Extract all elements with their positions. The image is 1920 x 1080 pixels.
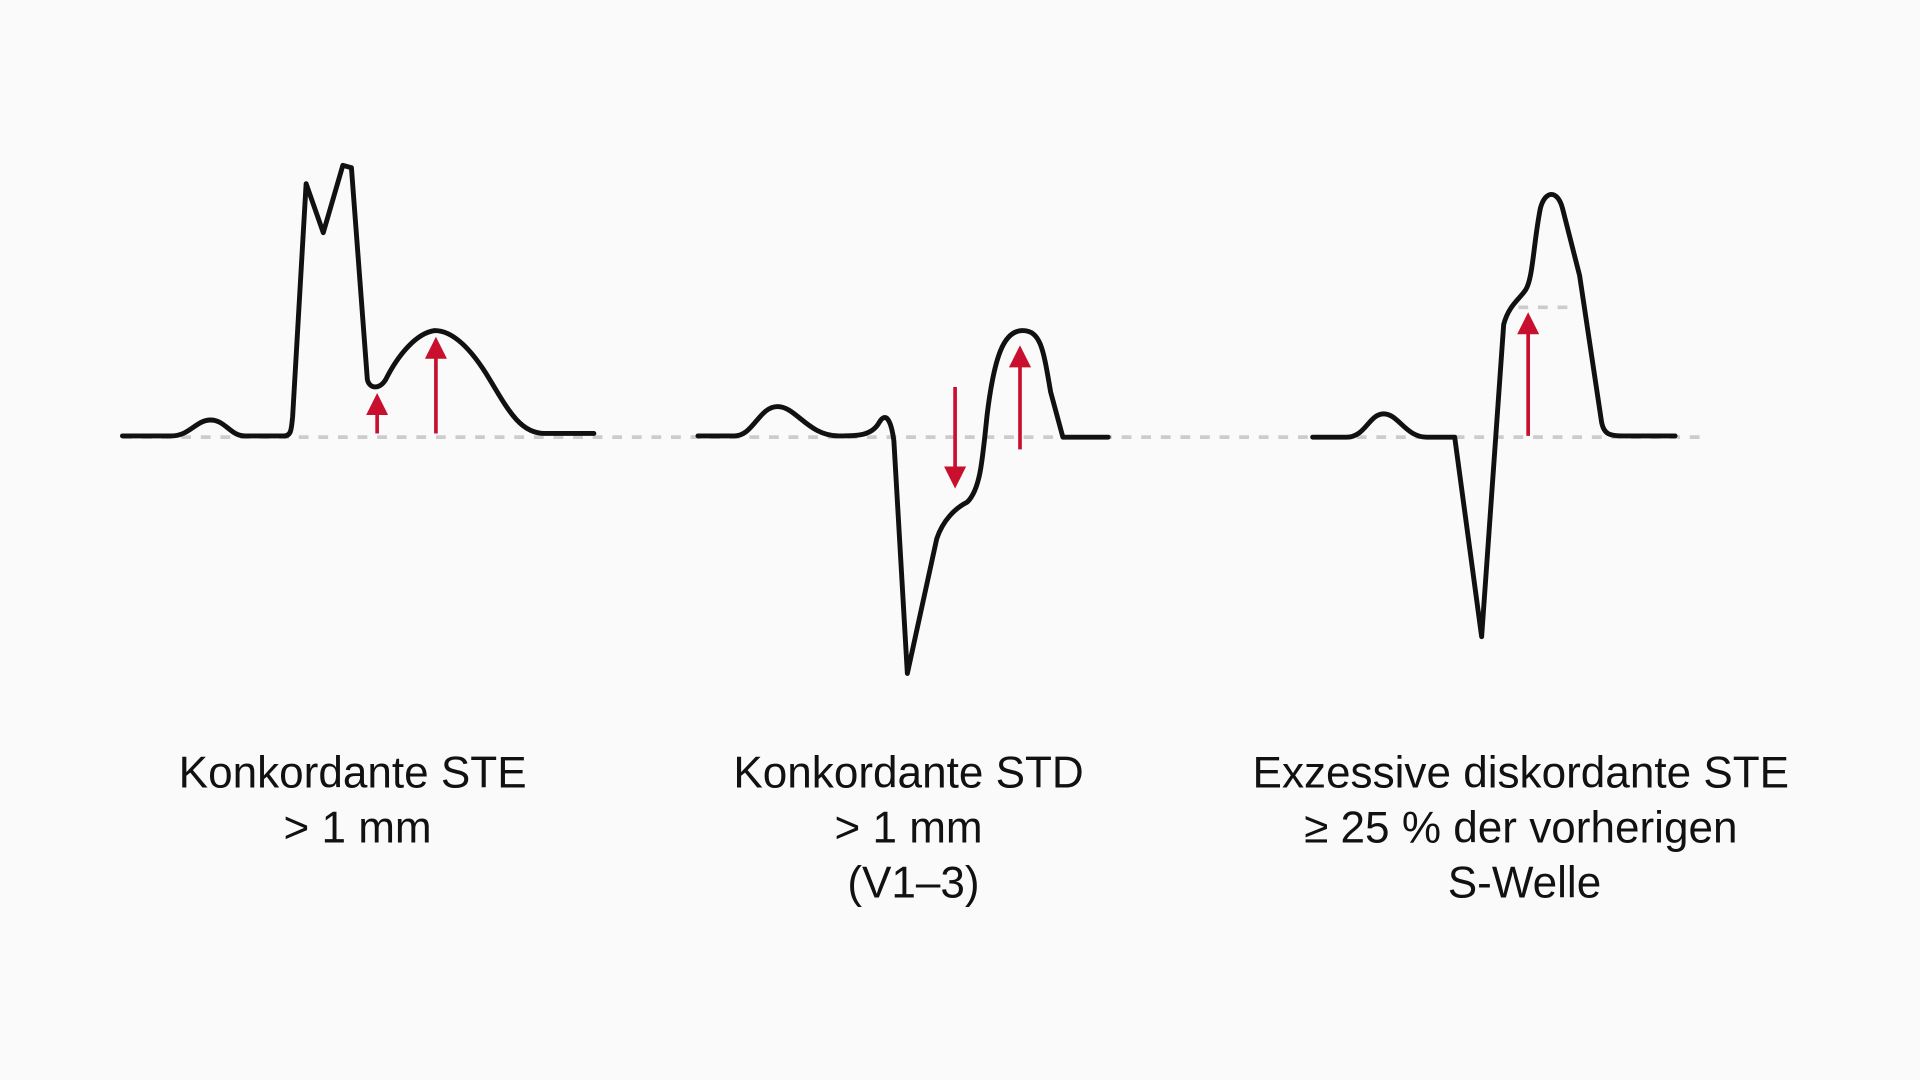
caption-line: ≥ 25 % der vorherigen (1304, 803, 1737, 852)
caption-line: Konkordante STE (179, 748, 527, 797)
caption-line: S-Welle (1448, 859, 1602, 908)
caption-line: > 1 mm (834, 803, 982, 852)
caption-line: > 1 mm (283, 803, 431, 852)
caption-line: Exzessive diskordante STE (1253, 748, 1790, 797)
caption-line: Konkordante STD (733, 748, 1083, 797)
ecg-trace-3 (1310, 192, 1678, 640)
ecg-trace-1 (120, 162, 597, 439)
ecg-trace-2 (695, 328, 1111, 676)
caption-line: (V1–3) (847, 859, 979, 908)
